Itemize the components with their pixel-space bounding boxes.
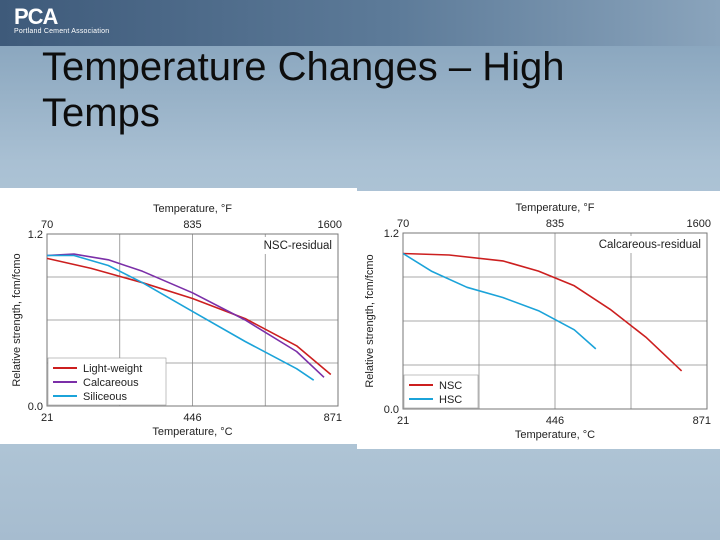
series-line-siliceous	[47, 254, 315, 381]
top-axis-label: Temperature, °F	[516, 202, 595, 214]
legend-box	[403, 374, 479, 409]
series-line-nsc	[402, 252, 683, 372]
top-tick-label: 70	[41, 219, 53, 231]
legend-label: HSC	[439, 394, 462, 406]
annotation-background	[244, 237, 334, 254]
top-tick-label: 70	[397, 218, 409, 230]
chart-panel-nsc: Temperature, °F 70 835 1600 NSC-residual Ligh…	[0, 188, 357, 444]
series-line-light-weight	[46, 257, 332, 376]
slide-title-line1: Temperature Changes – High	[42, 45, 565, 89]
x-tick-label: 446	[546, 415, 564, 427]
x-tick-label: 871	[324, 412, 342, 424]
x-axis-label: Temperature, °C	[152, 426, 232, 438]
chart-annotation: Calcareous-residual	[599, 239, 701, 251]
logo-subtitle: Portland Cement Association	[14, 28, 110, 35]
annotation-background	[567, 236, 703, 253]
legend-label: Siliceous	[83, 391, 128, 403]
top-tick-label: 1600	[318, 219, 342, 231]
y-tick-label: 1.2	[28, 229, 43, 241]
chart-annotation: NSC-residual	[264, 240, 332, 252]
slide-title-line2: Temps	[42, 91, 160, 135]
series-line-calcareous	[46, 253, 325, 378]
top-tick-label: 835	[183, 219, 201, 231]
logo-mark: PCA	[14, 4, 58, 29]
top-tick-label: 835	[546, 218, 564, 230]
chart-calcareous-residual: Temperature, °F 70 835 1600 Calcareous-resid…	[364, 202, 711, 441]
header-bar	[0, 0, 720, 46]
y-tick-label: 0.0	[28, 401, 43, 413]
top-tick-label: 1600	[687, 218, 711, 230]
legend-label: Light-weight	[83, 363, 142, 375]
chart-nsc-residual: Temperature, °F 70 835 1600 NSC-residual Ligh…	[11, 203, 342, 438]
y-tick-label: 1.2	[384, 228, 399, 240]
legend-label: NSC	[439, 380, 462, 392]
x-tick-label: 21	[397, 415, 409, 427]
x-tick-label: 21	[41, 412, 53, 424]
y-axis-label: Relative strength, fcm/fcmo	[364, 254, 376, 387]
top-axis-label: Temperature, °F	[153, 203, 232, 215]
legend-label: Calcareous	[83, 377, 139, 389]
plot-frame	[46, 233, 339, 407]
pca-logo: PCA Portland Cement Association	[14, 4, 109, 35]
x-axis-label: Temperature, °C	[515, 429, 595, 441]
series-line-hsc	[402, 252, 597, 350]
chart-panel-calcareous: Temperature, °F 70 835 1600 Calcareous-resid…	[357, 191, 720, 449]
y-axis-label: Relative strength, fcm/fcmo	[11, 253, 23, 386]
x-tick-label: 871	[693, 415, 711, 427]
x-tick-label: 446	[183, 412, 201, 424]
plot-frame	[402, 232, 708, 410]
y-tick-label: 0.0	[384, 404, 399, 416]
slide-title: Temperature Changes – High Temps	[42, 44, 682, 136]
